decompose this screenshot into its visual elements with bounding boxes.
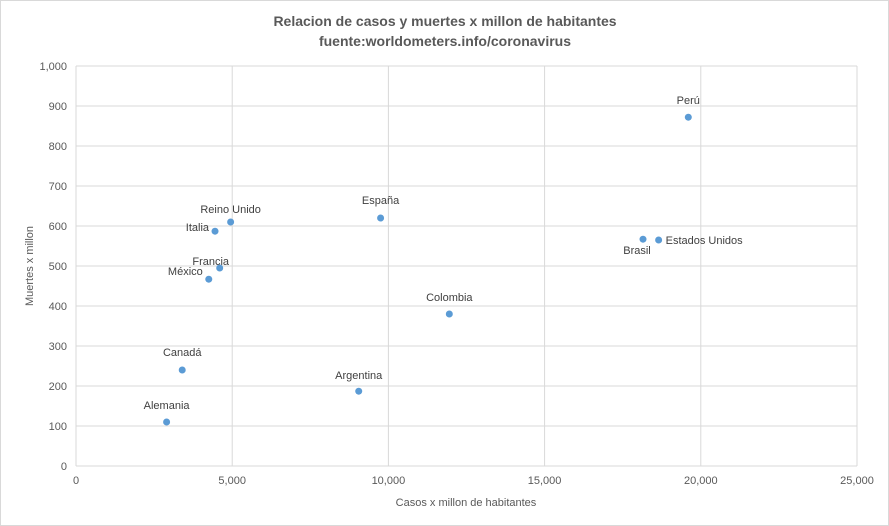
data-label: Alemania: [144, 400, 191, 412]
data-label: Reino Unido: [200, 204, 261, 216]
data-point: [655, 236, 663, 244]
y-tick-label: 1,000: [39, 61, 67, 73]
y-tick-label: 500: [49, 261, 67, 273]
data-points: [163, 113, 692, 426]
chart-subtitle: fuente:worldometers.info/coronavirus: [319, 33, 571, 49]
x-axis-title: Casos x millon de habitantes: [396, 497, 537, 509]
y-tick-label: 200: [49, 381, 67, 393]
data-labels: Perú Estados Unidos Brasil España Reino Unid…: [144, 95, 744, 412]
data-point: [178, 366, 186, 374]
x-tick-label: 5,000: [218, 475, 246, 487]
data-label: España: [362, 195, 400, 207]
chart-title: Relacion de casos y muertes x millon de …: [273, 13, 616, 29]
x-axis-ticks: 0 5,000 10,000 15,000 20,000 25,000: [73, 475, 874, 487]
data-point: [227, 218, 235, 226]
data-point: [445, 310, 453, 318]
y-tick-label: 800: [49, 141, 67, 153]
data-point: [211, 227, 219, 235]
data-label: Colombia: [426, 292, 473, 304]
data-point: [163, 418, 171, 426]
data-point: [377, 214, 385, 222]
y-tick-label: 900: [49, 101, 67, 113]
x-tick-label: 10,000: [372, 475, 406, 487]
y-tick-label: 100: [49, 421, 67, 433]
y-axis-title: Muertes x millon: [24, 226, 36, 306]
data-point: [216, 264, 224, 272]
data-label: Estados Unidos: [666, 235, 744, 247]
data-label: Argentina: [335, 370, 383, 382]
y-axis-ticks: 0 100 200 300 400 500 600 700 800 900 1,000: [39, 61, 67, 473]
data-point: [355, 387, 363, 395]
y-tick-label: 600: [49, 221, 67, 233]
data-label: Brasil: [623, 245, 651, 257]
x-tick-label: 20,000: [684, 475, 718, 487]
data-label: México: [168, 266, 203, 278]
x-tick-label: 15,000: [528, 475, 562, 487]
data-label: Canadá: [163, 347, 202, 359]
y-tick-label: 700: [49, 181, 67, 193]
data-label: Perú: [677, 95, 700, 107]
y-tick-label: 400: [49, 301, 67, 313]
data-point: [205, 275, 213, 283]
data-point: [639, 235, 647, 243]
data-label: Francia: [192, 256, 230, 268]
gridlines: [75, 65, 858, 467]
data-point: [684, 113, 692, 121]
data-label: Italia: [186, 222, 210, 234]
y-tick-label: 0: [61, 461, 67, 473]
x-tick-label: 0: [73, 475, 79, 487]
x-tick-label: 25,000: [840, 475, 874, 487]
y-tick-label: 300: [49, 341, 67, 353]
